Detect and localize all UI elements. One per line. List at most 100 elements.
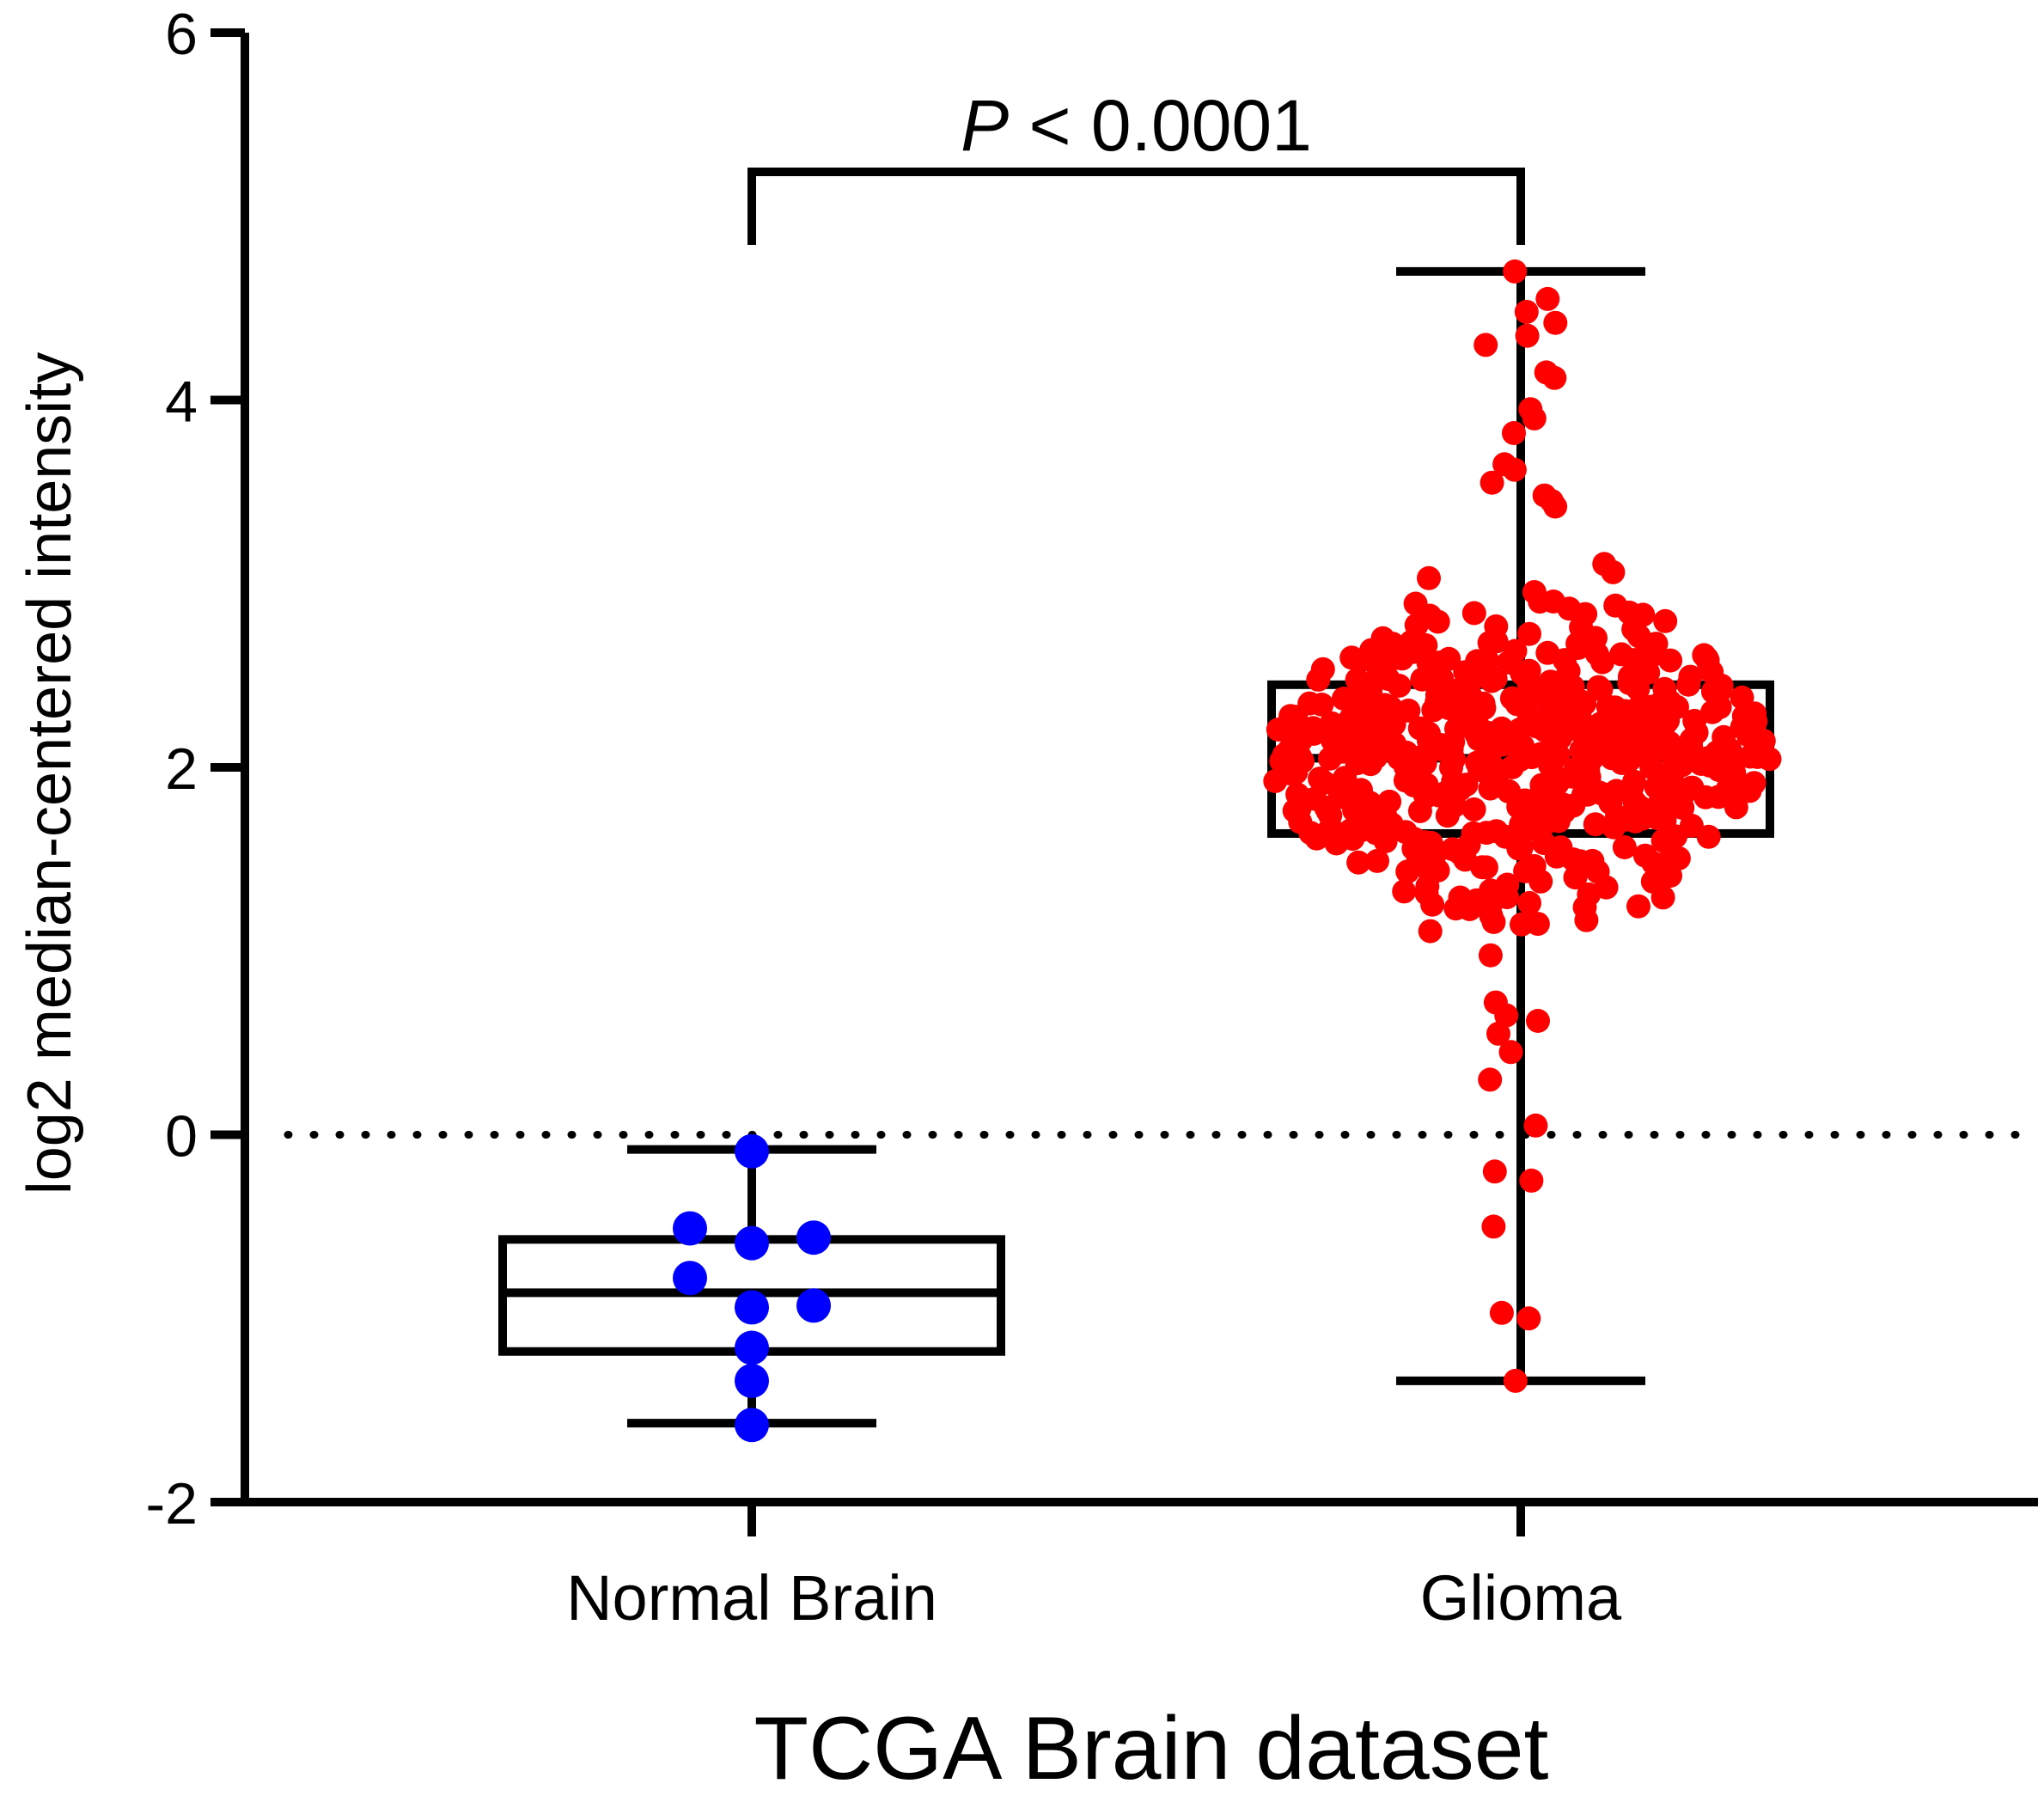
y-tick-label: 0 xyxy=(165,1104,198,1170)
data-point xyxy=(1696,824,1721,849)
data-point xyxy=(1461,601,1486,626)
data-point xyxy=(1542,764,1567,789)
data-point xyxy=(1362,729,1387,754)
data-point xyxy=(1342,798,1367,822)
data-point xyxy=(1387,674,1412,698)
data-point xyxy=(1367,699,1392,724)
data-point xyxy=(1474,855,1498,880)
data-point xyxy=(1535,286,1560,311)
data-point xyxy=(1358,678,1383,703)
data-point xyxy=(1612,835,1637,859)
data-point xyxy=(1700,679,1725,704)
data-point xyxy=(1479,878,1503,903)
data-point xyxy=(1526,1009,1550,1033)
p-symbol: P xyxy=(961,85,1009,166)
data-point xyxy=(1290,786,1315,811)
data-point xyxy=(1622,769,1646,794)
data-point xyxy=(1417,565,1441,590)
x-tick-label: Glioma xyxy=(1420,1562,1622,1634)
data-point xyxy=(1626,676,1650,701)
data-point xyxy=(1522,406,1547,431)
data-point xyxy=(1724,795,1748,820)
data-point xyxy=(1604,779,1629,803)
data-point xyxy=(1435,803,1460,828)
data-point xyxy=(735,1408,769,1443)
data-point xyxy=(1658,648,1683,673)
data-point xyxy=(1443,896,1468,921)
data-point xyxy=(1289,728,1314,753)
data-point xyxy=(1678,664,1703,689)
data-point xyxy=(1724,775,1748,799)
data-point xyxy=(1441,747,1466,772)
y-tick-label: -2 xyxy=(146,1471,198,1536)
data-point xyxy=(1654,859,1679,884)
data-point xyxy=(1590,650,1614,675)
data-point xyxy=(1537,672,1562,697)
data-point xyxy=(1580,848,1605,873)
data-point xyxy=(1609,751,1634,775)
data-point xyxy=(1751,729,1776,754)
data-point xyxy=(1425,858,1450,883)
data-point xyxy=(1306,667,1331,692)
data-point xyxy=(1516,658,1541,683)
data-point xyxy=(1543,310,1568,335)
data-point xyxy=(1656,708,1681,733)
data-point xyxy=(1498,1040,1523,1065)
data-point xyxy=(673,1261,707,1296)
data-point xyxy=(673,1211,707,1246)
data-point xyxy=(1333,766,1358,791)
data-point xyxy=(796,1288,831,1323)
data-point xyxy=(1418,919,1443,944)
data-point xyxy=(1542,365,1567,390)
data-point xyxy=(1297,691,1322,716)
p-value-label: P < 0.0001 xyxy=(961,85,1312,166)
data-point xyxy=(1440,837,1465,862)
data-point xyxy=(1682,708,1707,733)
data-point xyxy=(1430,666,1455,691)
data-point xyxy=(1331,687,1356,711)
data-point xyxy=(1626,894,1650,919)
data-point xyxy=(1652,808,1677,833)
data-point xyxy=(1757,747,1782,772)
data-point xyxy=(1412,751,1437,776)
data-point xyxy=(1503,259,1528,284)
data-point xyxy=(1379,812,1404,837)
data-point xyxy=(1346,850,1371,875)
y-tick-label: 4 xyxy=(165,370,198,435)
data-point xyxy=(1427,783,1452,808)
data-point xyxy=(1742,771,1766,796)
data-point xyxy=(1420,892,1445,917)
data-point xyxy=(1312,770,1337,795)
data-point xyxy=(1413,632,1438,657)
data-point xyxy=(1461,821,1486,846)
data-points-layer xyxy=(673,259,1782,1443)
data-point xyxy=(1480,470,1504,495)
data-point xyxy=(1564,689,1588,714)
data-point xyxy=(1617,600,1642,625)
data-point xyxy=(1650,828,1675,853)
data-point xyxy=(1316,818,1341,843)
y-axis-title: log2 median-centered intensity xyxy=(15,352,84,1195)
x-axis-title: TCGA Brain dataset xyxy=(754,1699,1549,1799)
data-point xyxy=(1738,744,1763,769)
data-point xyxy=(1428,694,1452,719)
data-point xyxy=(1602,815,1626,840)
data-point xyxy=(1470,758,1495,783)
data-point xyxy=(1484,819,1509,844)
data-point xyxy=(1516,1306,1541,1331)
data-point xyxy=(1507,748,1532,773)
data-point xyxy=(1489,1300,1514,1325)
data-point xyxy=(1514,299,1539,324)
data-point xyxy=(1575,782,1600,807)
y-tick-label: 2 xyxy=(165,736,198,802)
data-point xyxy=(1522,853,1547,878)
data-point xyxy=(1589,677,1614,702)
data-point xyxy=(1263,769,1288,793)
data-point xyxy=(1448,777,1473,802)
data-point xyxy=(1503,638,1528,663)
data-point xyxy=(1483,990,1508,1015)
data-point xyxy=(1474,333,1498,357)
data-point xyxy=(1506,836,1531,861)
data-point xyxy=(1679,727,1704,752)
